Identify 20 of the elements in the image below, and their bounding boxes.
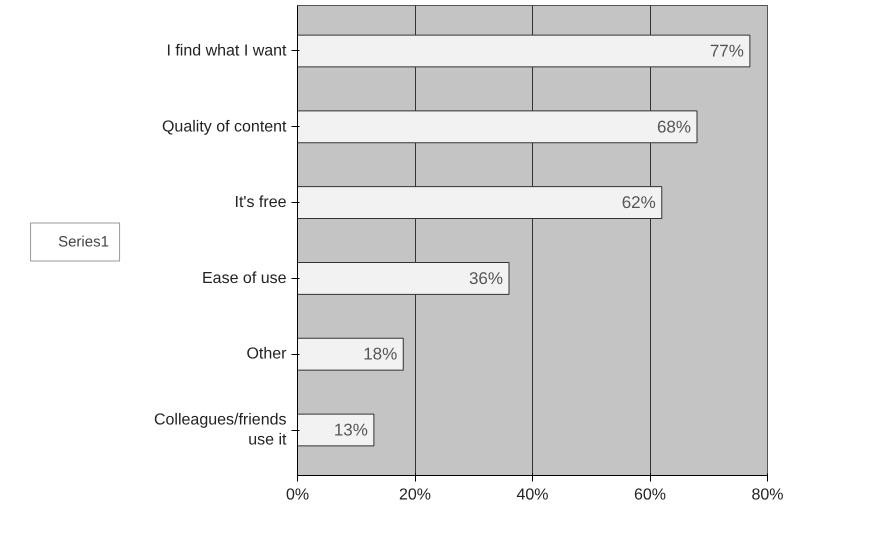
text: 18%: [363, 344, 398, 364]
x-tick-label: 0%: [286, 486, 310, 504]
y-tick-label: Ease of use: [202, 270, 287, 287]
text: Series1: [58, 234, 109, 250]
y-tick-label: Quality of content: [162, 118, 288, 136]
x-tick-label: 60%: [634, 486, 666, 504]
text: 62%: [622, 193, 656, 212]
text: 13%: [334, 420, 368, 440]
y-tick-label: Colleagues/friends use it: [154, 411, 288, 449]
x-tick-label: 20%: [398, 486, 432, 504]
y-tick-label: Other: [246, 346, 288, 363]
y-tick-label: I find what I want: [166, 42, 288, 60]
bar: [298, 338, 404, 371]
text: 36%: [468, 268, 504, 288]
x-tick-label: 40%: [516, 486, 549, 504]
y-tick-label: It's free: [234, 194, 287, 212]
x-tick-label: 80%: [751, 486, 784, 504]
text: 77%: [710, 41, 744, 60]
bar: [298, 414, 374, 446]
text: 68%: [656, 117, 692, 136]
